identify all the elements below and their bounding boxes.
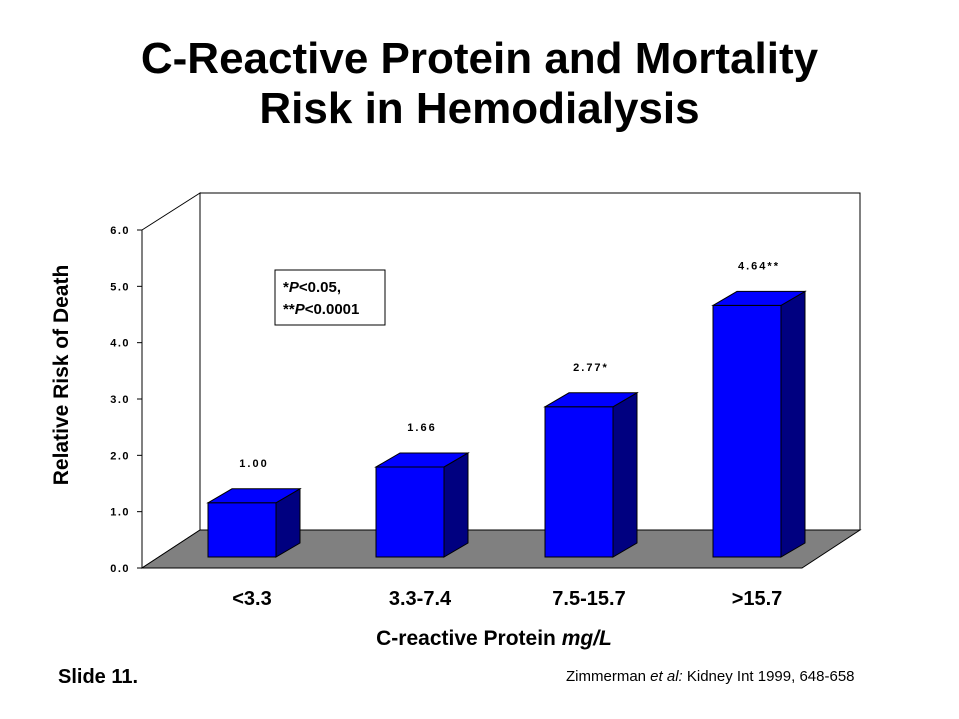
- bar-top: [374, 452, 470, 468]
- y-tick-label: 1.0: [110, 507, 130, 519]
- x-axis-label-main: C-reactive Protein: [376, 627, 562, 650]
- y-tick-label: 2.0: [110, 450, 130, 462]
- y-tick-label: 5.0: [110, 281, 130, 293]
- bars: 1.00 1.66 2.77* 4.64**: [206, 260, 807, 558]
- bar-side: [612, 391, 638, 558]
- annotation-threshold-2: <0.0001: [305, 301, 360, 318]
- category-label: <3.3: [232, 588, 271, 610]
- bar-top: [543, 392, 639, 408]
- annotation-p-2: P: [295, 301, 306, 318]
- title-line-2: Risk in Hemodialysis: [259, 84, 700, 133]
- x-axis-label: C-reactive Protein mg/L: [376, 627, 612, 650]
- bar-front: [207, 502, 277, 558]
- y-tick-label: 3.0: [110, 394, 130, 406]
- y-tick-label: 4.0: [110, 338, 130, 350]
- citation: Zimmerman et al: Kidney Int 1999, 648-65…: [566, 668, 855, 685]
- floor: [140, 529, 862, 569]
- bar-front: [712, 304, 782, 558]
- y-ticks: 0.0 1.0 2.0 3.0 4.0 5.0 6.0: [110, 225, 142, 575]
- bar-front: [375, 466, 445, 558]
- y-tick-label: 0.0: [110, 563, 130, 575]
- bar-front: [544, 406, 614, 558]
- bar-side: [443, 452, 469, 558]
- annotation-p-1: P: [289, 279, 300, 296]
- bar-data-label: 4.64**: [738, 260, 780, 272]
- annotation-box: [274, 269, 386, 326]
- bar-side: [780, 290, 806, 558]
- category-label: 3.3-7.4: [389, 588, 452, 610]
- slide-number: Slide 11.: [58, 666, 139, 688]
- x-axis-label-unit: mg/L: [562, 627, 612, 650]
- annotation-line-2: **P<0.0001: [283, 301, 359, 318]
- bar-data-label: 1.00: [239, 458, 268, 470]
- citation-author: Zimmerman: [566, 668, 651, 685]
- category-label: 7.5-15.7: [552, 588, 625, 610]
- bar-data-label: 1.66: [407, 422, 436, 434]
- y-axis-label: Relative Risk of Death: [50, 265, 73, 486]
- citation-source: Kidney Int 1999, 648-658: [682, 668, 855, 685]
- citation-et-al: et al:: [650, 668, 683, 685]
- chart-title: C-Reactive Protein and Mortality Risk in…: [0, 34, 959, 134]
- bar-top: [206, 488, 302, 504]
- bar-top: [711, 290, 807, 306]
- category-labels: <3.3 3.3-7.4 7.5-15.7 >15.7: [232, 588, 782, 610]
- side-wall: [141, 192, 201, 569]
- y-tick-label: 6.0: [110, 225, 130, 237]
- annotation-line-1: *P<0.05,: [283, 279, 341, 296]
- annotation-threshold-1: <0.05,: [299, 279, 341, 296]
- title-line-1: C-Reactive Protein and Mortality: [140, 34, 819, 83]
- bar-data-label: 2.77*: [573, 362, 609, 374]
- category-label: >15.7: [732, 588, 783, 610]
